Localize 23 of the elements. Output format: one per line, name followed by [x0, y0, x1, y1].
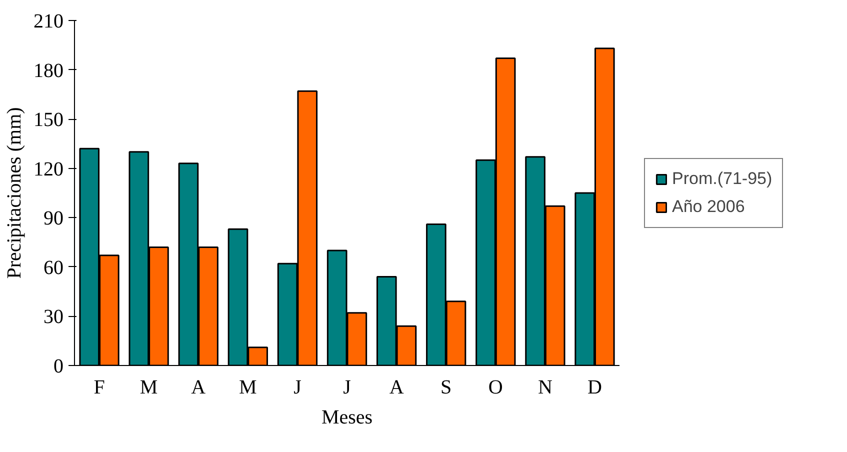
- x-tick-label: S: [440, 376, 452, 398]
- x-tick-label: N: [538, 376, 552, 398]
- y-tick-label: 150: [34, 109, 64, 132]
- x-tick-label: F: [94, 376, 105, 398]
- x-axis-title: Meses: [321, 406, 373, 428]
- x-tick-label: D: [588, 376, 602, 398]
- y-tick-label: 180: [34, 60, 64, 82]
- x-tick-label: J: [294, 376, 302, 398]
- legend-label: Año 2006: [672, 196, 745, 216]
- y-tick-label: 120: [34, 158, 64, 180]
- y-tick-label: 30: [44, 306, 64, 328]
- y-tick-label: 90: [44, 208, 64, 230]
- y-tick-label: 0: [54, 356, 64, 378]
- y-tick-label: 60: [44, 256, 64, 279]
- x-tick-label: M: [140, 376, 158, 398]
- y-axis-title: Precipitaciones (mm): [4, 107, 26, 279]
- x-tick-label: A: [191, 376, 206, 398]
- x-tick-label: J: [343, 376, 352, 398]
- y-tick-label: 210: [34, 10, 64, 32]
- legend-label: Prom.(71-95): [672, 168, 772, 188]
- x-tick-label: M: [239, 376, 258, 398]
- x-tick-label: O: [488, 376, 503, 398]
- x-tick-label: A: [389, 376, 404, 398]
